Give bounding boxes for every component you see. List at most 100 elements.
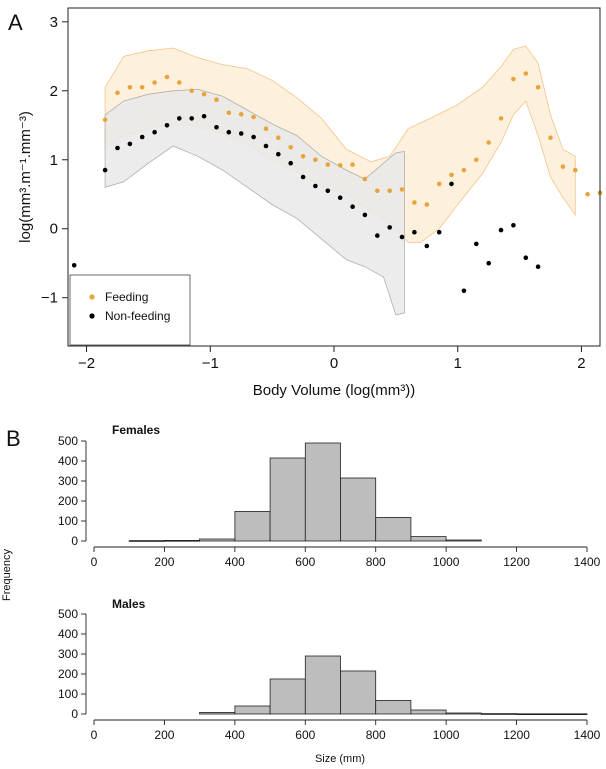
histogram-bar bbox=[304, 655, 341, 715]
point-non-feeding bbox=[226, 129, 232, 135]
point-feeding bbox=[350, 162, 355, 167]
point-non-feeding bbox=[461, 288, 467, 294]
y-tick-label: 500 bbox=[58, 434, 78, 448]
histogram-bars bbox=[128, 442, 482, 542]
histogram-bar bbox=[375, 700, 412, 715]
histogram-bar bbox=[340, 477, 377, 542]
point-non-feeding bbox=[288, 160, 294, 166]
point-non-feeding bbox=[189, 116, 194, 121]
point-non-feeding bbox=[399, 234, 405, 240]
point-feeding bbox=[177, 80, 182, 85]
x-tick-label: 0 bbox=[330, 355, 338, 372]
histogram-bar bbox=[234, 705, 271, 715]
y-tick-label: 0 bbox=[50, 221, 58, 238]
histogram-bar bbox=[410, 536, 447, 542]
histogram-bar bbox=[199, 712, 236, 715]
point-non-feeding bbox=[412, 229, 417, 235]
histogram-bar bbox=[269, 678, 306, 715]
point-feeding bbox=[362, 176, 368, 182]
data-points bbox=[71, 71, 603, 294]
point-non-feeding bbox=[127, 141, 133, 147]
point-feeding bbox=[251, 114, 256, 120]
x-tick-label: 1200 bbox=[503, 555, 530, 569]
point-non-feeding bbox=[325, 188, 331, 194]
y-tick-label: 400 bbox=[58, 454, 78, 468]
point-feeding bbox=[474, 157, 479, 163]
point-feeding bbox=[424, 202, 430, 207]
point-non-feeding bbox=[251, 134, 256, 140]
point-feeding bbox=[214, 97, 219, 102]
point-non-feeding bbox=[71, 263, 77, 268]
point-non-feeding bbox=[263, 143, 269, 149]
legend: Feeding Non-feeding bbox=[69, 274, 191, 346]
confidence-bands bbox=[104, 45, 576, 316]
point-feeding bbox=[436, 181, 442, 187]
y-axis-ticks: −1 0 1 2 3 bbox=[41, 14, 68, 307]
point-non-feeding bbox=[152, 129, 157, 135]
point-non-feeding bbox=[115, 145, 120, 151]
x-tick-label: −1 bbox=[202, 355, 219, 372]
histogram-axes: 0 200 400 600 800 1000 1200 1400 0 100 200 300 400 50… bbox=[58, 607, 601, 742]
x-tick-label: 600 bbox=[295, 728, 315, 742]
point-non-feeding bbox=[436, 229, 442, 235]
histogram-bar bbox=[163, 540, 200, 542]
point-non-feeding bbox=[375, 233, 380, 238]
x-tick-label: 1400 bbox=[574, 728, 601, 742]
histogram-title-females: Females bbox=[112, 423, 160, 437]
point-non-feeding bbox=[164, 123, 170, 128]
y-tick-label: 1 bbox=[50, 152, 58, 169]
histogram-bar bbox=[304, 442, 341, 542]
x-tick-label: 400 bbox=[225, 555, 245, 569]
panel-b-letter: B bbox=[6, 426, 21, 451]
histogram-bar bbox=[340, 670, 377, 715]
histogram-bar bbox=[445, 712, 482, 715]
point-feeding bbox=[548, 135, 553, 140]
y-tick-label: 200 bbox=[58, 667, 78, 681]
point-non-feeding bbox=[474, 241, 479, 247]
point-feeding bbox=[263, 126, 269, 131]
x-tick-label: 2 bbox=[577, 355, 585, 372]
point-feeding bbox=[523, 71, 529, 76]
point-feeding bbox=[325, 162, 331, 167]
point-non-feeding bbox=[535, 264, 541, 270]
point-non-feeding bbox=[486, 260, 492, 266]
legend-label-non-feeding: Non-feeding bbox=[105, 309, 170, 323]
point-feeding bbox=[560, 164, 566, 169]
y-tick-label: 3 bbox=[50, 14, 58, 31]
point-non-feeding bbox=[201, 114, 207, 119]
panel-a-letter: A bbox=[8, 10, 23, 35]
point-feeding bbox=[375, 188, 380, 194]
point-feeding bbox=[139, 85, 145, 90]
point-feeding bbox=[300, 154, 306, 159]
point-feeding bbox=[535, 85, 541, 90]
x-axis-title: Body Volume (log(mm³)) bbox=[253, 382, 416, 399]
x-tick-label: 1400 bbox=[574, 555, 601, 569]
legend-label-feeding: Feeding bbox=[105, 290, 148, 304]
point-feeding bbox=[573, 167, 578, 173]
point-non-feeding bbox=[523, 255, 529, 260]
y-tick-label: 500 bbox=[58, 607, 78, 621]
x-tick-label: 1000 bbox=[433, 555, 460, 569]
point-feeding bbox=[449, 172, 454, 178]
point-non-feeding bbox=[177, 116, 182, 121]
point-non-feeding bbox=[313, 183, 318, 189]
x-tick-label: 0 bbox=[91, 555, 98, 569]
y-tick-label: 0 bbox=[71, 707, 78, 721]
point-non-feeding bbox=[387, 225, 393, 230]
point-non-feeding bbox=[511, 223, 516, 228]
x-tick-label: 0 bbox=[91, 728, 98, 742]
x-tick-label: 200 bbox=[154, 555, 174, 569]
x-tick-label: 600 bbox=[295, 555, 315, 569]
y-tick-label: 300 bbox=[58, 647, 78, 661]
legend-marker-non-feeding bbox=[89, 313, 95, 319]
point-feeding bbox=[127, 85, 133, 90]
panel-b-histograms: B Frequency Females 0 200 400 600 800 1000 120… bbox=[1, 423, 601, 765]
histogram-bar bbox=[445, 539, 482, 542]
point-non-feeding bbox=[300, 174, 306, 180]
point-non-feeding bbox=[276, 151, 281, 157]
point-feeding bbox=[238, 111, 244, 117]
point-non-feeding bbox=[214, 125, 219, 130]
histogram-bar bbox=[480, 713, 517, 715]
histogram-bar bbox=[410, 709, 447, 715]
